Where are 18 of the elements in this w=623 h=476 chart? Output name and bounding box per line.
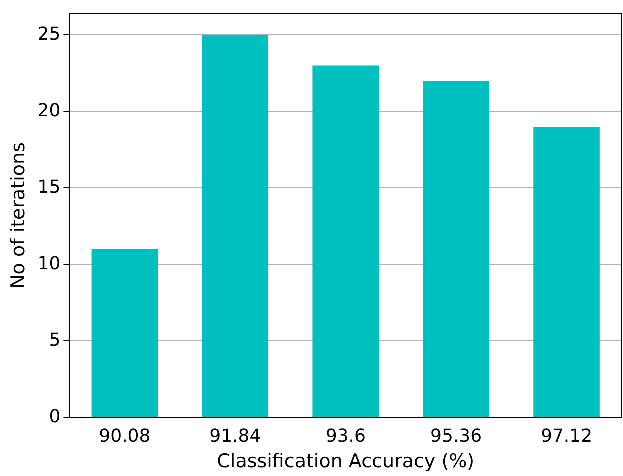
bar <box>312 66 379 418</box>
bar <box>202 35 269 418</box>
bar <box>92 249 158 418</box>
x-tick-label: 95.36 <box>430 426 482 448</box>
y-tick-label: 0 <box>49 406 61 428</box>
x-tick-label: 93.6 <box>326 426 366 448</box>
y-tick-label: 20 <box>38 100 61 122</box>
x-tick-label: 91.84 <box>210 426 262 448</box>
y-tick-label: 25 <box>38 24 61 45</box>
y-axis-title: No of iterations <box>7 142 30 289</box>
bar <box>423 81 490 418</box>
y-tick-label: 10 <box>38 253 61 274</box>
x-tick-label: 97.12 <box>541 426 593 448</box>
x-axis-title: Classification Accuracy (%) <box>217 450 475 473</box>
y-tick-label: 15 <box>38 176 61 198</box>
bar <box>534 126 600 418</box>
x-tick-label: 90.08 <box>99 426 151 448</box>
y-tick-label: 5 <box>49 330 61 351</box>
